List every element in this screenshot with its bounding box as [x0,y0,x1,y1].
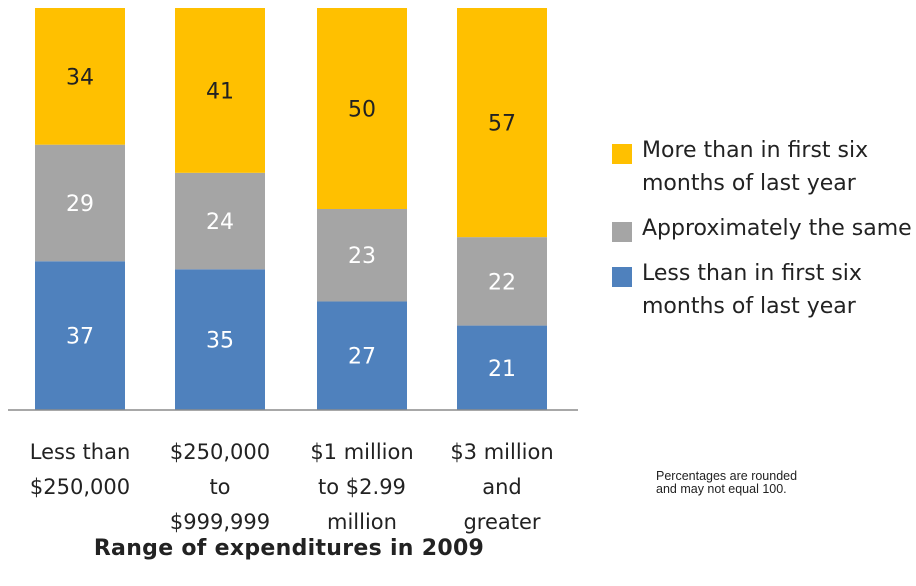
data-label-same-1: 29 [66,192,94,217]
rounding-note: Percentages are rounded and may not equa… [656,469,798,496]
data-label-less-4: 21 [488,357,516,382]
bar-segment-same-2 [175,172,265,270]
legend-item-more: More than in first six months of last ye… [612,134,912,200]
legend-label-less: Less than in first six months of last ye… [642,261,862,319]
x-tick-labels: Less than $250,000 $250,000 to $999,999 $1 mi… [30,440,554,534]
x-axis-title: Range of expenditures in 2009 [93,536,485,561]
data-label-same-2: 24 [206,210,234,235]
data-label-less-3: 27 [348,345,376,370]
legend-label-same: Approximately the same [642,216,912,241]
bar-segment-less-1 [35,261,125,410]
bar-segment-more-3 [317,8,407,209]
data-label-more-4: 57 [488,112,516,137]
x-tick-label-1: Less than $250,000 [30,440,131,499]
data-label-more-3: 50 [348,98,376,123]
data-label-same-4: 22 [488,270,516,295]
legend-item-less: Less than in first six months of last ye… [612,257,912,323]
bar-segment-same-3 [317,209,407,302]
bar-segment-less-2 [175,269,265,410]
bar-segment-less-3 [317,301,407,410]
x-tick-label-3: $1 million to $2.99 million [310,440,413,534]
bar-segment-more-4 [457,8,547,238]
bar-segment-more-1 [35,8,125,145]
bar-segment-less-4 [457,325,547,410]
legend-item-same: Approximately the same [612,212,912,245]
data-label-more-2: 41 [206,79,234,104]
legend-swatch-same [612,222,632,242]
bar-segment-same-1 [35,144,125,262]
legend: More than in first six months of last ye… [612,134,912,335]
data-label-less-1: 37 [66,325,94,350]
bar-segment-same-4 [457,237,547,326]
legend-label-more: More than in first six months of last ye… [642,138,869,196]
x-tick-label-4: $3 million and greater [450,440,553,534]
data-label-same-3: 23 [348,244,376,269]
legend-swatch-less [612,267,632,287]
data-label-less-2: 35 [206,329,234,354]
data-label-more-1: 34 [66,65,94,90]
x-tick-label-2: $250,000 to $999,999 [170,440,270,534]
legend-swatch-more [612,144,632,164]
bar-segment-more-2 [175,8,265,173]
bars-group: 37 29 34 35 24 41 27 23 50 21 22 57 [35,8,547,410]
